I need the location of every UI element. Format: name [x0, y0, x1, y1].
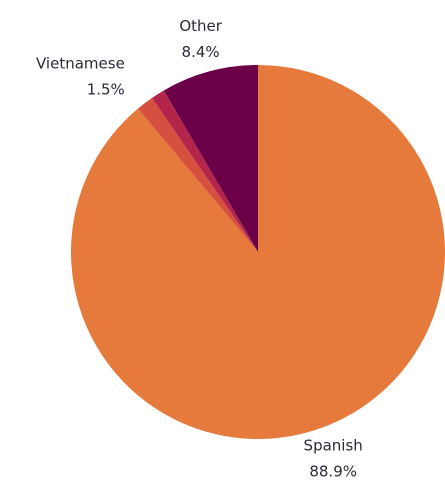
pie-slice	[151, 90, 258, 252]
slice-value: 8.4%	[182, 43, 220, 61]
pie-slice	[163, 65, 258, 252]
slice-label: Other	[179, 17, 222, 35]
pie-slice	[137, 97, 258, 252]
slice-value: 1.5%	[87, 80, 125, 98]
slice-label: Vietnamese	[36, 54, 125, 72]
slice-label: Spanish	[304, 436, 363, 454]
slice-value: 88.9%	[309, 462, 357, 480]
